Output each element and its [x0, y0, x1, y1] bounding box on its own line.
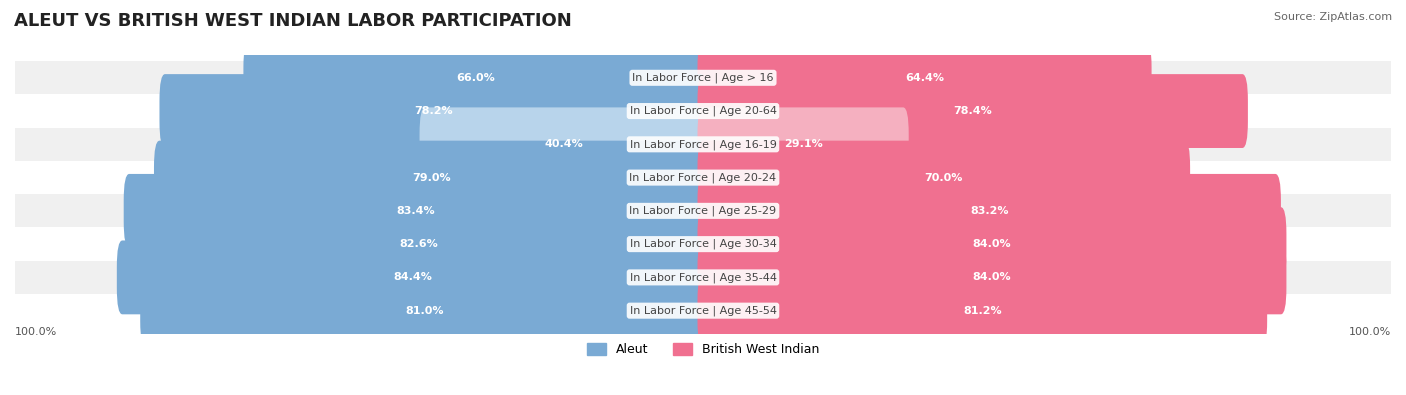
- Text: 100.0%: 100.0%: [1348, 327, 1391, 337]
- FancyBboxPatch shape: [697, 107, 908, 181]
- Text: 84.0%: 84.0%: [973, 273, 1011, 282]
- FancyBboxPatch shape: [697, 141, 1189, 214]
- Bar: [15, 61, 1391, 94]
- Text: 83.2%: 83.2%: [970, 206, 1008, 216]
- Bar: [15, 294, 1391, 327]
- Bar: [15, 261, 1391, 294]
- Text: In Labor Force | Age 20-24: In Labor Force | Age 20-24: [630, 172, 776, 183]
- Text: In Labor Force | Age 30-34: In Labor Force | Age 30-34: [630, 239, 776, 249]
- FancyBboxPatch shape: [243, 41, 709, 115]
- Bar: [15, 228, 1391, 261]
- Text: 66.0%: 66.0%: [457, 73, 495, 83]
- Text: 78.2%: 78.2%: [415, 106, 453, 116]
- Text: ALEUT VS BRITISH WEST INDIAN LABOR PARTICIPATION: ALEUT VS BRITISH WEST INDIAN LABOR PARTI…: [14, 12, 572, 30]
- FancyBboxPatch shape: [697, 207, 1286, 281]
- Text: In Labor Force | Age > 16: In Labor Force | Age > 16: [633, 73, 773, 83]
- FancyBboxPatch shape: [697, 174, 1281, 248]
- Text: In Labor Force | Age 20-64: In Labor Force | Age 20-64: [630, 106, 776, 116]
- Text: 40.4%: 40.4%: [544, 139, 583, 149]
- Text: In Labor Force | Age 16-19: In Labor Force | Age 16-19: [630, 139, 776, 150]
- FancyBboxPatch shape: [697, 274, 1267, 348]
- Text: 70.0%: 70.0%: [925, 173, 963, 182]
- FancyBboxPatch shape: [697, 74, 1249, 148]
- Text: Source: ZipAtlas.com: Source: ZipAtlas.com: [1274, 12, 1392, 22]
- Text: 84.0%: 84.0%: [973, 239, 1011, 249]
- Text: In Labor Force | Age 25-29: In Labor Force | Age 25-29: [630, 206, 776, 216]
- FancyBboxPatch shape: [124, 174, 709, 248]
- Text: 29.1%: 29.1%: [783, 139, 823, 149]
- FancyBboxPatch shape: [697, 241, 1286, 314]
- FancyBboxPatch shape: [155, 141, 709, 214]
- Text: 78.4%: 78.4%: [953, 106, 993, 116]
- Text: In Labor Force | Age 35-44: In Labor Force | Age 35-44: [630, 272, 776, 283]
- FancyBboxPatch shape: [141, 274, 709, 348]
- Text: 84.4%: 84.4%: [394, 273, 432, 282]
- Text: In Labor Force | Age 45-54: In Labor Force | Age 45-54: [630, 305, 776, 316]
- Text: 83.4%: 83.4%: [396, 206, 436, 216]
- FancyBboxPatch shape: [129, 207, 709, 281]
- Bar: [15, 94, 1391, 128]
- Text: 82.6%: 82.6%: [399, 239, 439, 249]
- Bar: [15, 128, 1391, 161]
- Text: 100.0%: 100.0%: [15, 327, 58, 337]
- Text: 81.0%: 81.0%: [405, 306, 444, 316]
- Legend: Aleut, British West Indian: Aleut, British West Indian: [582, 338, 824, 361]
- FancyBboxPatch shape: [159, 74, 709, 148]
- Bar: [15, 161, 1391, 194]
- Text: 79.0%: 79.0%: [412, 173, 450, 182]
- Text: 81.2%: 81.2%: [963, 306, 1001, 316]
- FancyBboxPatch shape: [117, 241, 709, 314]
- Text: 64.4%: 64.4%: [905, 73, 943, 83]
- Bar: [15, 194, 1391, 228]
- FancyBboxPatch shape: [697, 41, 1152, 115]
- FancyBboxPatch shape: [419, 107, 709, 181]
